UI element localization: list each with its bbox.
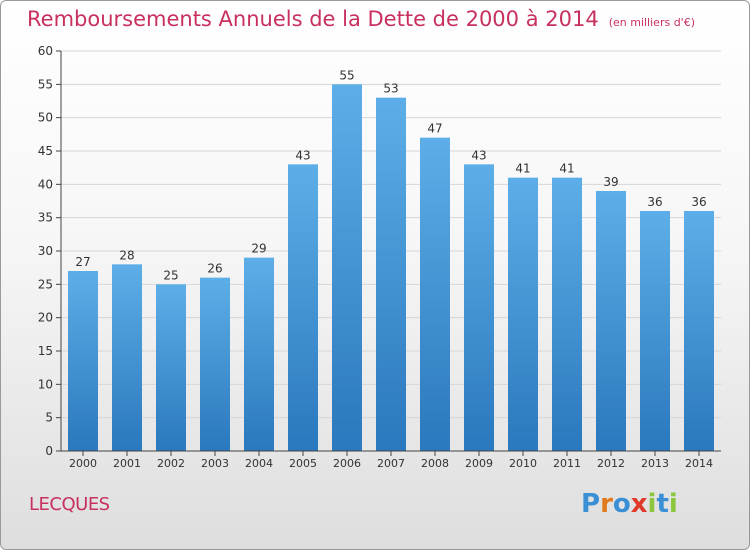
logo-letter: i [647, 489, 657, 519]
y-tick-label: 25 [38, 277, 53, 291]
data-label-2002: 25 [163, 268, 178, 282]
bar-2006 [332, 84, 362, 451]
logo-letter: r [600, 489, 613, 519]
bar-2014 [684, 211, 714, 451]
x-tick-label: 2000 [69, 457, 97, 470]
x-tick-label: 2013 [641, 457, 669, 470]
data-label-2012: 39 [603, 175, 618, 189]
logo-letter: x [630, 489, 648, 519]
x-tick-label: 2014 [685, 457, 713, 470]
logo-letter: P [581, 489, 601, 519]
x-tick-label: 2001 [113, 457, 141, 470]
chart-unit-label: (en milliers d'€) [608, 16, 695, 29]
x-tick-label: 2006 [333, 457, 361, 470]
bar-2005 [288, 164, 318, 452]
data-label-2006: 55 [339, 68, 354, 82]
y-tick-label: 55 [38, 77, 53, 91]
data-label-2010: 41 [515, 162, 530, 176]
y-tick-label: 5 [45, 411, 53, 425]
bar-2011 [552, 177, 582, 451]
y-tick-label: 50 [38, 111, 53, 125]
y-tick-label: 20 [38, 311, 53, 325]
logo-letter: t [656, 489, 669, 519]
data-label-2000: 27 [75, 255, 90, 269]
bar-2012 [596, 191, 626, 451]
bar-2002 [156, 284, 186, 451]
data-label-2004: 29 [251, 242, 266, 256]
chart-title-text: Remboursements Annuels de la Dette de 20… [27, 7, 599, 31]
data-label-2008: 47 [427, 122, 442, 136]
bar-2004 [244, 257, 274, 451]
logo-letter: i [668, 489, 678, 519]
commune-name: LECQUES [29, 494, 110, 515]
x-tick-label: 2008 [421, 457, 449, 470]
bar-2003 [200, 277, 230, 451]
data-label-2013: 36 [647, 195, 662, 209]
bar-2001 [112, 264, 142, 451]
bars [68, 84, 714, 452]
data-label-2001: 28 [119, 248, 134, 262]
x-tick-label: 2012 [597, 457, 625, 470]
x-tick-label: 2004 [245, 457, 273, 470]
x-tick-label: 2011 [553, 457, 581, 470]
bar-2013 [640, 211, 670, 451]
chart-title: Remboursements Annuels de la Dette de 20… [27, 7, 695, 31]
labels: 0 5 10 15 20 25 30 35 40 45 50 55 60 27 2000 28 2001 25 20… [38, 44, 713, 470]
x-tick-label: 2003 [201, 457, 229, 470]
x-tick-label: 2010 [509, 457, 537, 470]
y-tick-label: 0 [45, 444, 53, 458]
y-tick-label: 10 [38, 377, 53, 391]
axes [56, 50, 721, 456]
y-tick-label: 15 [38, 344, 53, 358]
data-label-2005: 43 [295, 148, 310, 162]
x-tick-label: 2005 [289, 457, 317, 470]
x-tick-label: 2002 [157, 457, 185, 470]
data-label-2011: 41 [559, 162, 574, 176]
data-label-2003: 26 [207, 262, 222, 276]
proxiti-logo[interactable]: Proxiti [581, 489, 678, 519]
y-tick-label: 35 [38, 211, 53, 225]
y-tick-label: 30 [38, 244, 53, 258]
data-label-2014: 36 [691, 195, 706, 209]
bar-2000 [68, 271, 98, 451]
x-tick-label: 2007 [377, 457, 405, 470]
y-tick-label: 40 [38, 177, 53, 191]
bar-2008 [420, 137, 450, 451]
y-tick-label: 60 [38, 44, 53, 58]
bar-2007 [376, 97, 406, 452]
bar-2009 [464, 164, 494, 452]
bar-2010 [508, 177, 538, 451]
logo-letter: o [612, 489, 631, 519]
x-tick-label: 2009 [465, 457, 493, 470]
y-tick-label: 45 [38, 144, 53, 158]
data-label-2009: 43 [471, 148, 486, 162]
data-label-2007: 53 [383, 82, 398, 96]
